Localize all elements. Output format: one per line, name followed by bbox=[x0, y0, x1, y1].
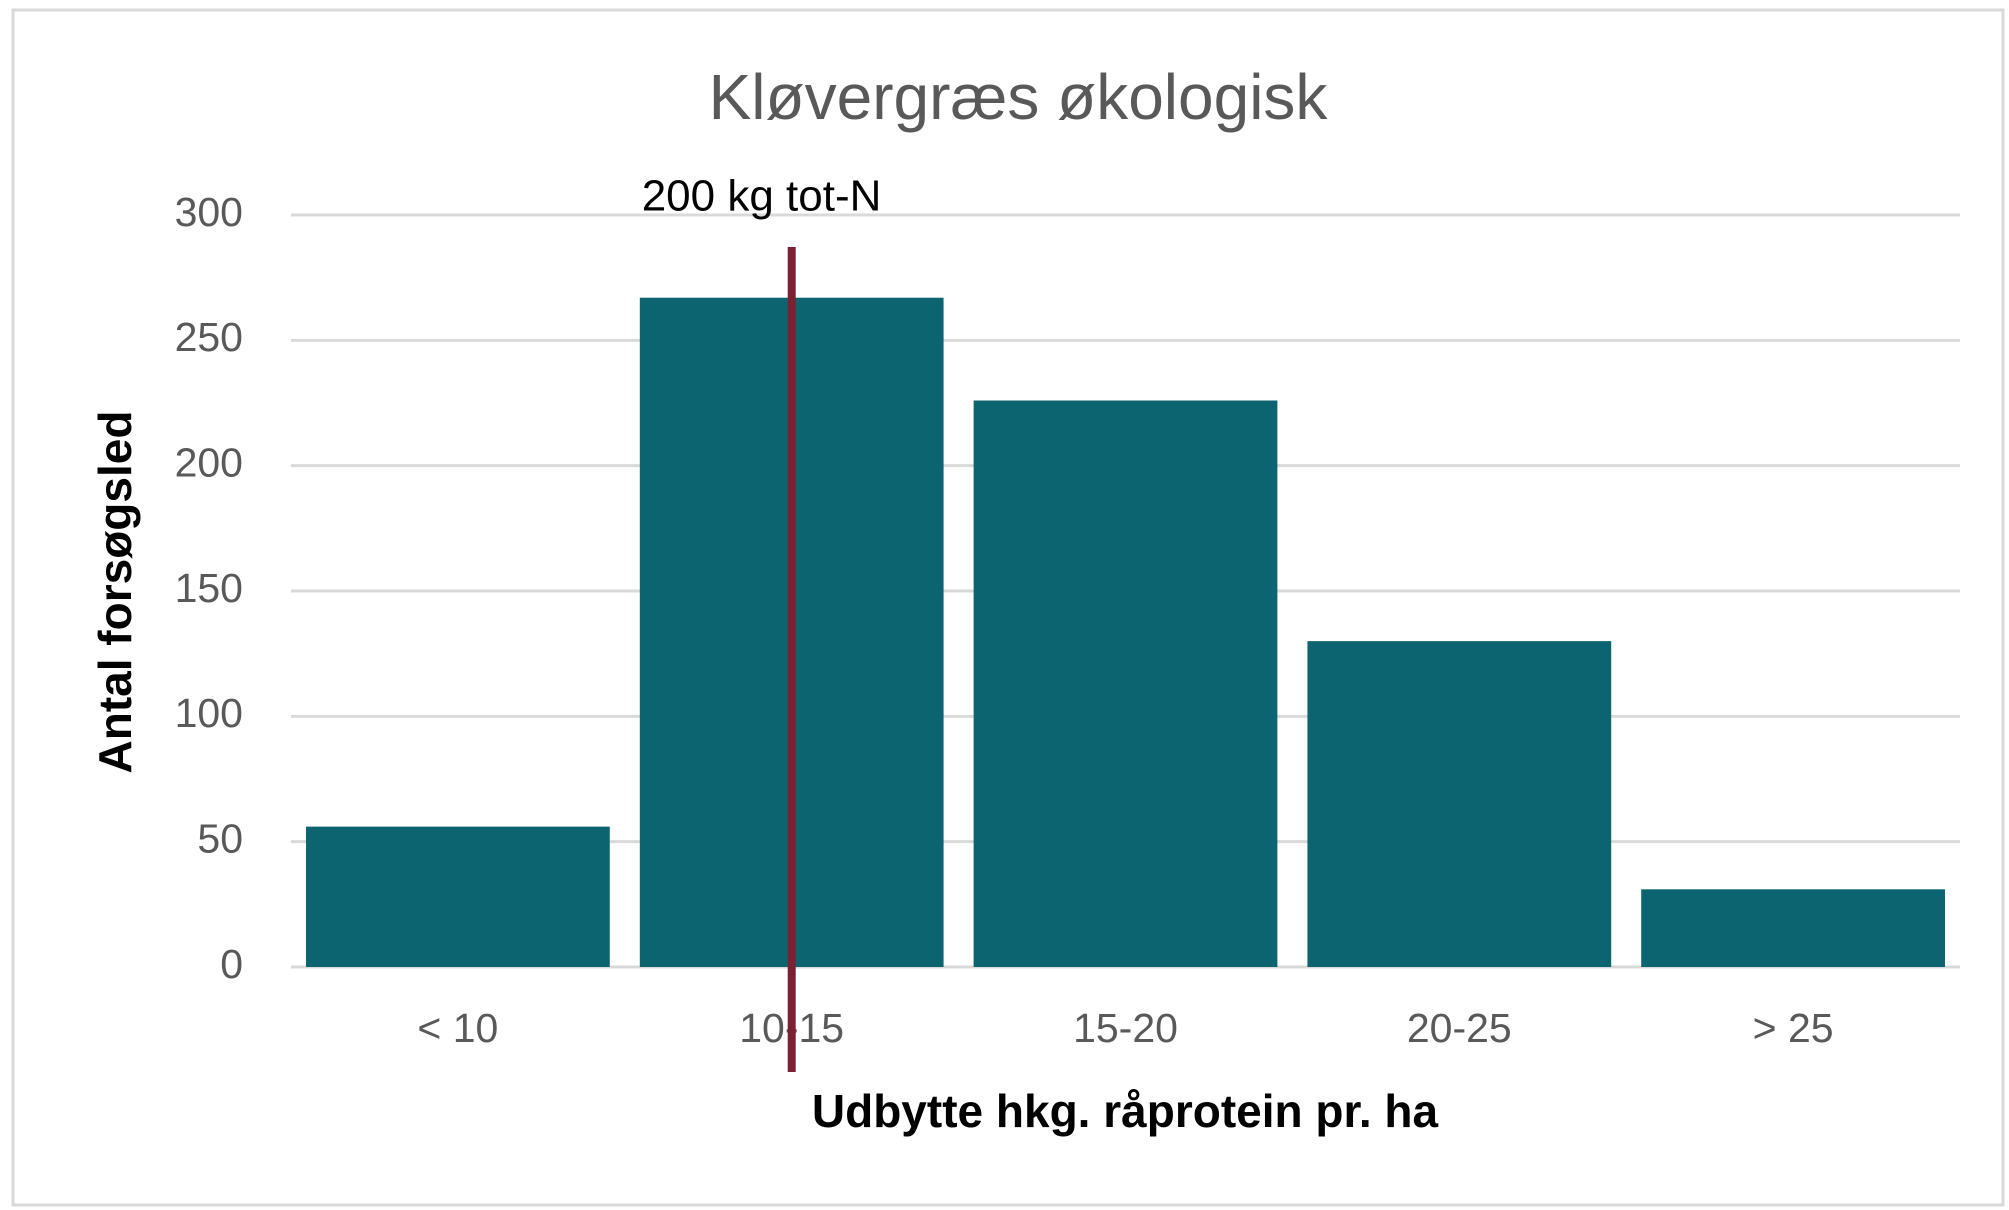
x-tick-label: > 25 bbox=[1753, 1005, 1834, 1051]
x-tick-label: 20-25 bbox=[1407, 1005, 1512, 1051]
x-axis-label: Udbytte hkg. råprotein pr. ha bbox=[812, 1085, 1439, 1137]
y-tick-label: 150 bbox=[175, 565, 243, 611]
y-tick-label: 250 bbox=[175, 314, 243, 360]
x-tick-label: < 10 bbox=[417, 1005, 498, 1051]
bar bbox=[1307, 641, 1612, 967]
annotation-text: 200 kg tot-N bbox=[642, 172, 882, 221]
y-tick-label: 300 bbox=[175, 189, 243, 235]
y-tick-label: 0 bbox=[220, 941, 243, 987]
y-axis-label: Antal forsøgsled bbox=[89, 411, 141, 774]
y-tick-label: 50 bbox=[197, 815, 243, 861]
bar bbox=[973, 400, 1278, 967]
x-tick-label: 15-20 bbox=[1073, 1005, 1178, 1051]
y-tick-label: 100 bbox=[175, 690, 243, 736]
chart-title: Kløvergræs økologisk bbox=[709, 61, 1329, 133]
bar bbox=[1641, 889, 1945, 967]
y-tick-label: 200 bbox=[175, 439, 243, 485]
bar bbox=[306, 826, 610, 967]
